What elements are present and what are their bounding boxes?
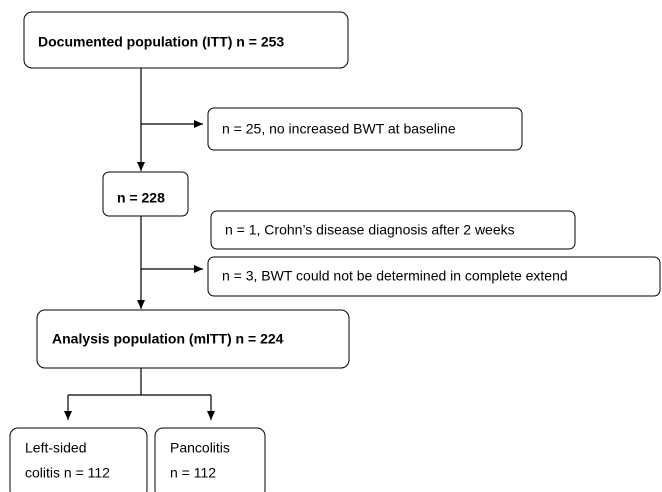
node-label: Documented population (ITT) n = 253 (38, 34, 284, 50)
node-label: n = 1, Crohn’s disease diagnosis after 2… (225, 222, 515, 238)
node: Left-sided colitis n = 112 (9, 427, 148, 492)
node: Documented population (ITT) n = 253 (23, 11, 349, 69)
node: Analysis population (mITT) n = 224 (36, 309, 350, 369)
node: Pancolitis n = 112 (154, 427, 266, 492)
node-label: Analysis population (mITT) n = 224 (52, 331, 284, 347)
node-label: n = 112 (170, 465, 216, 481)
node: n = 3, BWT could not be determined in co… (207, 256, 661, 297)
connectors (64, 68, 215, 420)
node: n = 1, Crohn’s disease diagnosis after 2… (210, 210, 576, 250)
node-label: Left-sided (25, 440, 86, 456)
node-label: Pancolitis (170, 440, 230, 456)
node-label: n = 25, no increased BWT at baseline (222, 121, 456, 137)
node: n = 25, no increased BWT at baseline (207, 107, 523, 151)
node-label: colitis n = 112 (25, 465, 110, 481)
node-label: n = 3, BWT could not be determined in co… (222, 268, 568, 284)
node: n = 228 (102, 171, 189, 217)
node-label: n = 228 (117, 190, 165, 206)
